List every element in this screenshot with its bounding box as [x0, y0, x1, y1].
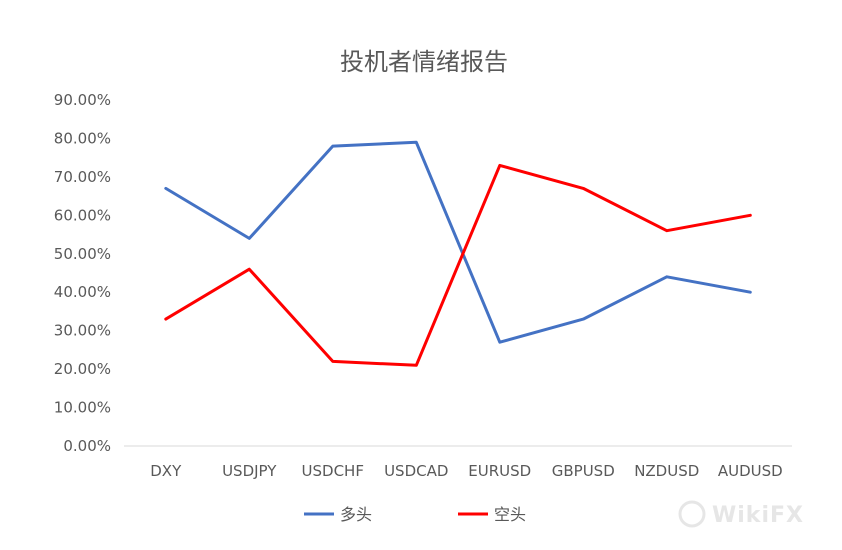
y-tick-label: 90.00%: [54, 91, 111, 109]
x-axis-ticks: DXY USDJPY USDCHF USDCAD EURUSD GBPUSD NZDUSD A…: [150, 462, 782, 480]
x-tick-label: GBPUSD: [552, 462, 615, 480]
y-tick-label: 40.00%: [54, 283, 111, 301]
x-tick-label: NZDUSD: [634, 462, 699, 480]
y-axis-ticks: 0.00% 10.00% 20.00% 30.00% 40.00% 50.00% 60.00…: [54, 91, 111, 455]
series-lines: [164, 140, 752, 367]
watermark-text: WikiFX: [712, 503, 804, 528]
legend: 多头 空头: [304, 505, 526, 524]
y-tick-label: 30.00%: [54, 322, 111, 340]
legend-label-short: 空头: [494, 505, 526, 524]
x-tick-label: USDCAD: [384, 462, 448, 480]
x-tick-label: DXY: [150, 462, 182, 480]
series-line-short: [164, 163, 752, 367]
watermark-logo-icon: [678, 500, 706, 528]
series-line-long: [164, 140, 752, 344]
x-tick-label: EURUSD: [468, 462, 531, 480]
y-tick-label: 50.00%: [54, 245, 111, 263]
y-tick-label: 0.00%: [63, 437, 111, 455]
y-tick-label: 10.00%: [54, 399, 111, 417]
x-tick-label: USDJPY: [222, 462, 277, 480]
legend-label-long: 多头: [340, 505, 372, 524]
y-tick-label: 20.00%: [54, 360, 111, 378]
y-tick-label: 60.00%: [54, 206, 111, 224]
x-tick-label: USDCHF: [302, 462, 364, 480]
x-tick-label: AUDUSD: [718, 462, 783, 480]
chart-title: 投机者情绪报告: [340, 48, 508, 76]
watermark: WikiFX: [678, 500, 804, 528]
y-tick-label: 70.00%: [54, 168, 111, 186]
y-tick-label: 80.00%: [54, 129, 111, 147]
